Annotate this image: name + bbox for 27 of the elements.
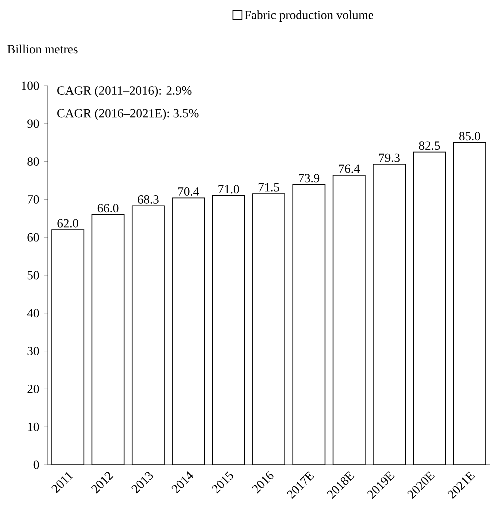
y-tick-label: 60 [28, 233, 40, 242]
annotation: CAGR (2011–2016): 2.9% [58, 86, 192, 98]
data-label: 71.0 [218, 185, 240, 194]
y-tick-label: 20 [28, 384, 40, 394]
y-tick-label: 90 [28, 120, 40, 128]
y-tick-label: 50 [28, 271, 40, 280]
y-tick-label: 40 [27, 309, 40, 318]
data-label: 71.5 [258, 183, 280, 192]
data-label: 70.4 [178, 188, 200, 196]
y-tick-label: 100 [22, 82, 40, 90]
data-label: 82.5 [419, 142, 440, 150]
y-tick-label: 10 [28, 422, 40, 432]
data-label: 68.3 [138, 195, 159, 204]
data-label: 85.0 [459, 132, 480, 141]
data-label: 66.0 [98, 204, 119, 213]
y-tick-label: 30 [28, 347, 40, 356]
annotation: CAGR (2016–2021E): 3.5% [58, 108, 199, 120]
data-label: 79.3 [379, 154, 400, 162]
legend-label: Fabric production volume [244, 10, 374, 22]
data-label: 73.9 [299, 174, 320, 183]
data-label: 76.4 [339, 164, 360, 174]
data-label: 62.0 [58, 219, 79, 228]
y-tick-label: 70 [28, 195, 40, 204]
x-tick-label: 2011 [52, 472, 74, 494]
y-axis-title: Billion metres [8, 44, 78, 54]
y-tick-label: 80 [28, 158, 40, 166]
y-tick-label: 0 [34, 460, 40, 470]
